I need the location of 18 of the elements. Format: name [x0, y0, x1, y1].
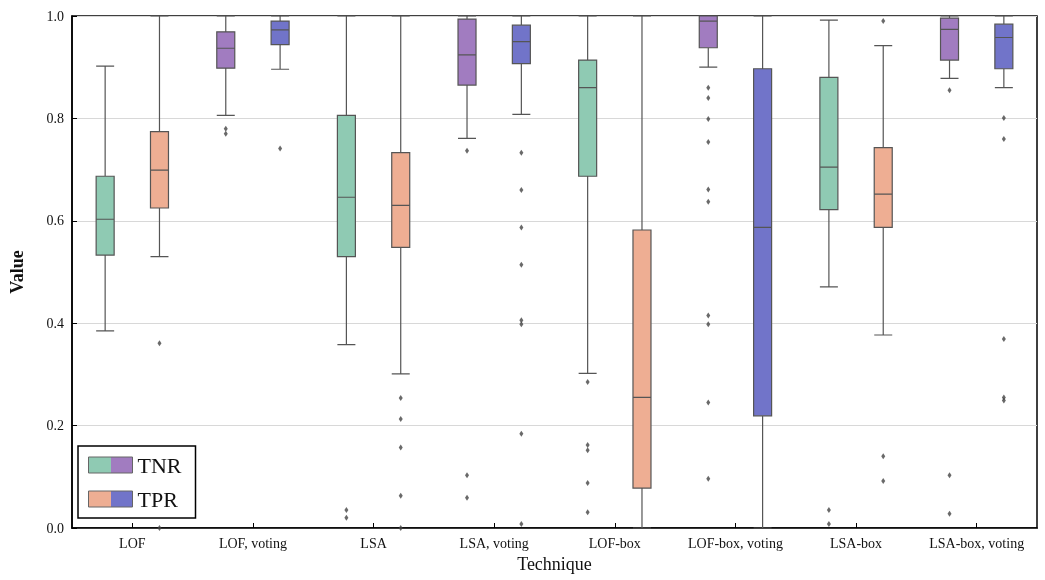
legend-label: TPR — [137, 486, 179, 512]
y-tick-label: 0.2 — [46, 418, 64, 434]
x-tick-label: LOF, voting — [218, 535, 287, 551]
x-tick-label: LOF-box — [588, 535, 641, 551]
y-tick-label: 0.0 — [46, 520, 64, 536]
y-axis-title: Value — [7, 250, 27, 294]
y-tick-label: 0.8 — [46, 110, 64, 126]
x-tick-label: LSA-box, voting — [929, 535, 1025, 551]
y-tick-label: 0.4 — [46, 315, 64, 331]
x-tick-label: LSA — [360, 535, 388, 551]
y-tick-label: 1.0 — [46, 8, 64, 24]
x-tick-label: LOF-box, voting — [687, 535, 783, 551]
x-axis-title: Technique — [517, 553, 592, 574]
x-tick-label: LOF — [119, 535, 146, 551]
x-tick-label: LSA-box — [830, 535, 883, 551]
legend-label: TNR — [137, 452, 182, 478]
x-tick-label: LSA, voting — [459, 535, 529, 551]
y-tick-label: 0.6 — [46, 213, 64, 229]
